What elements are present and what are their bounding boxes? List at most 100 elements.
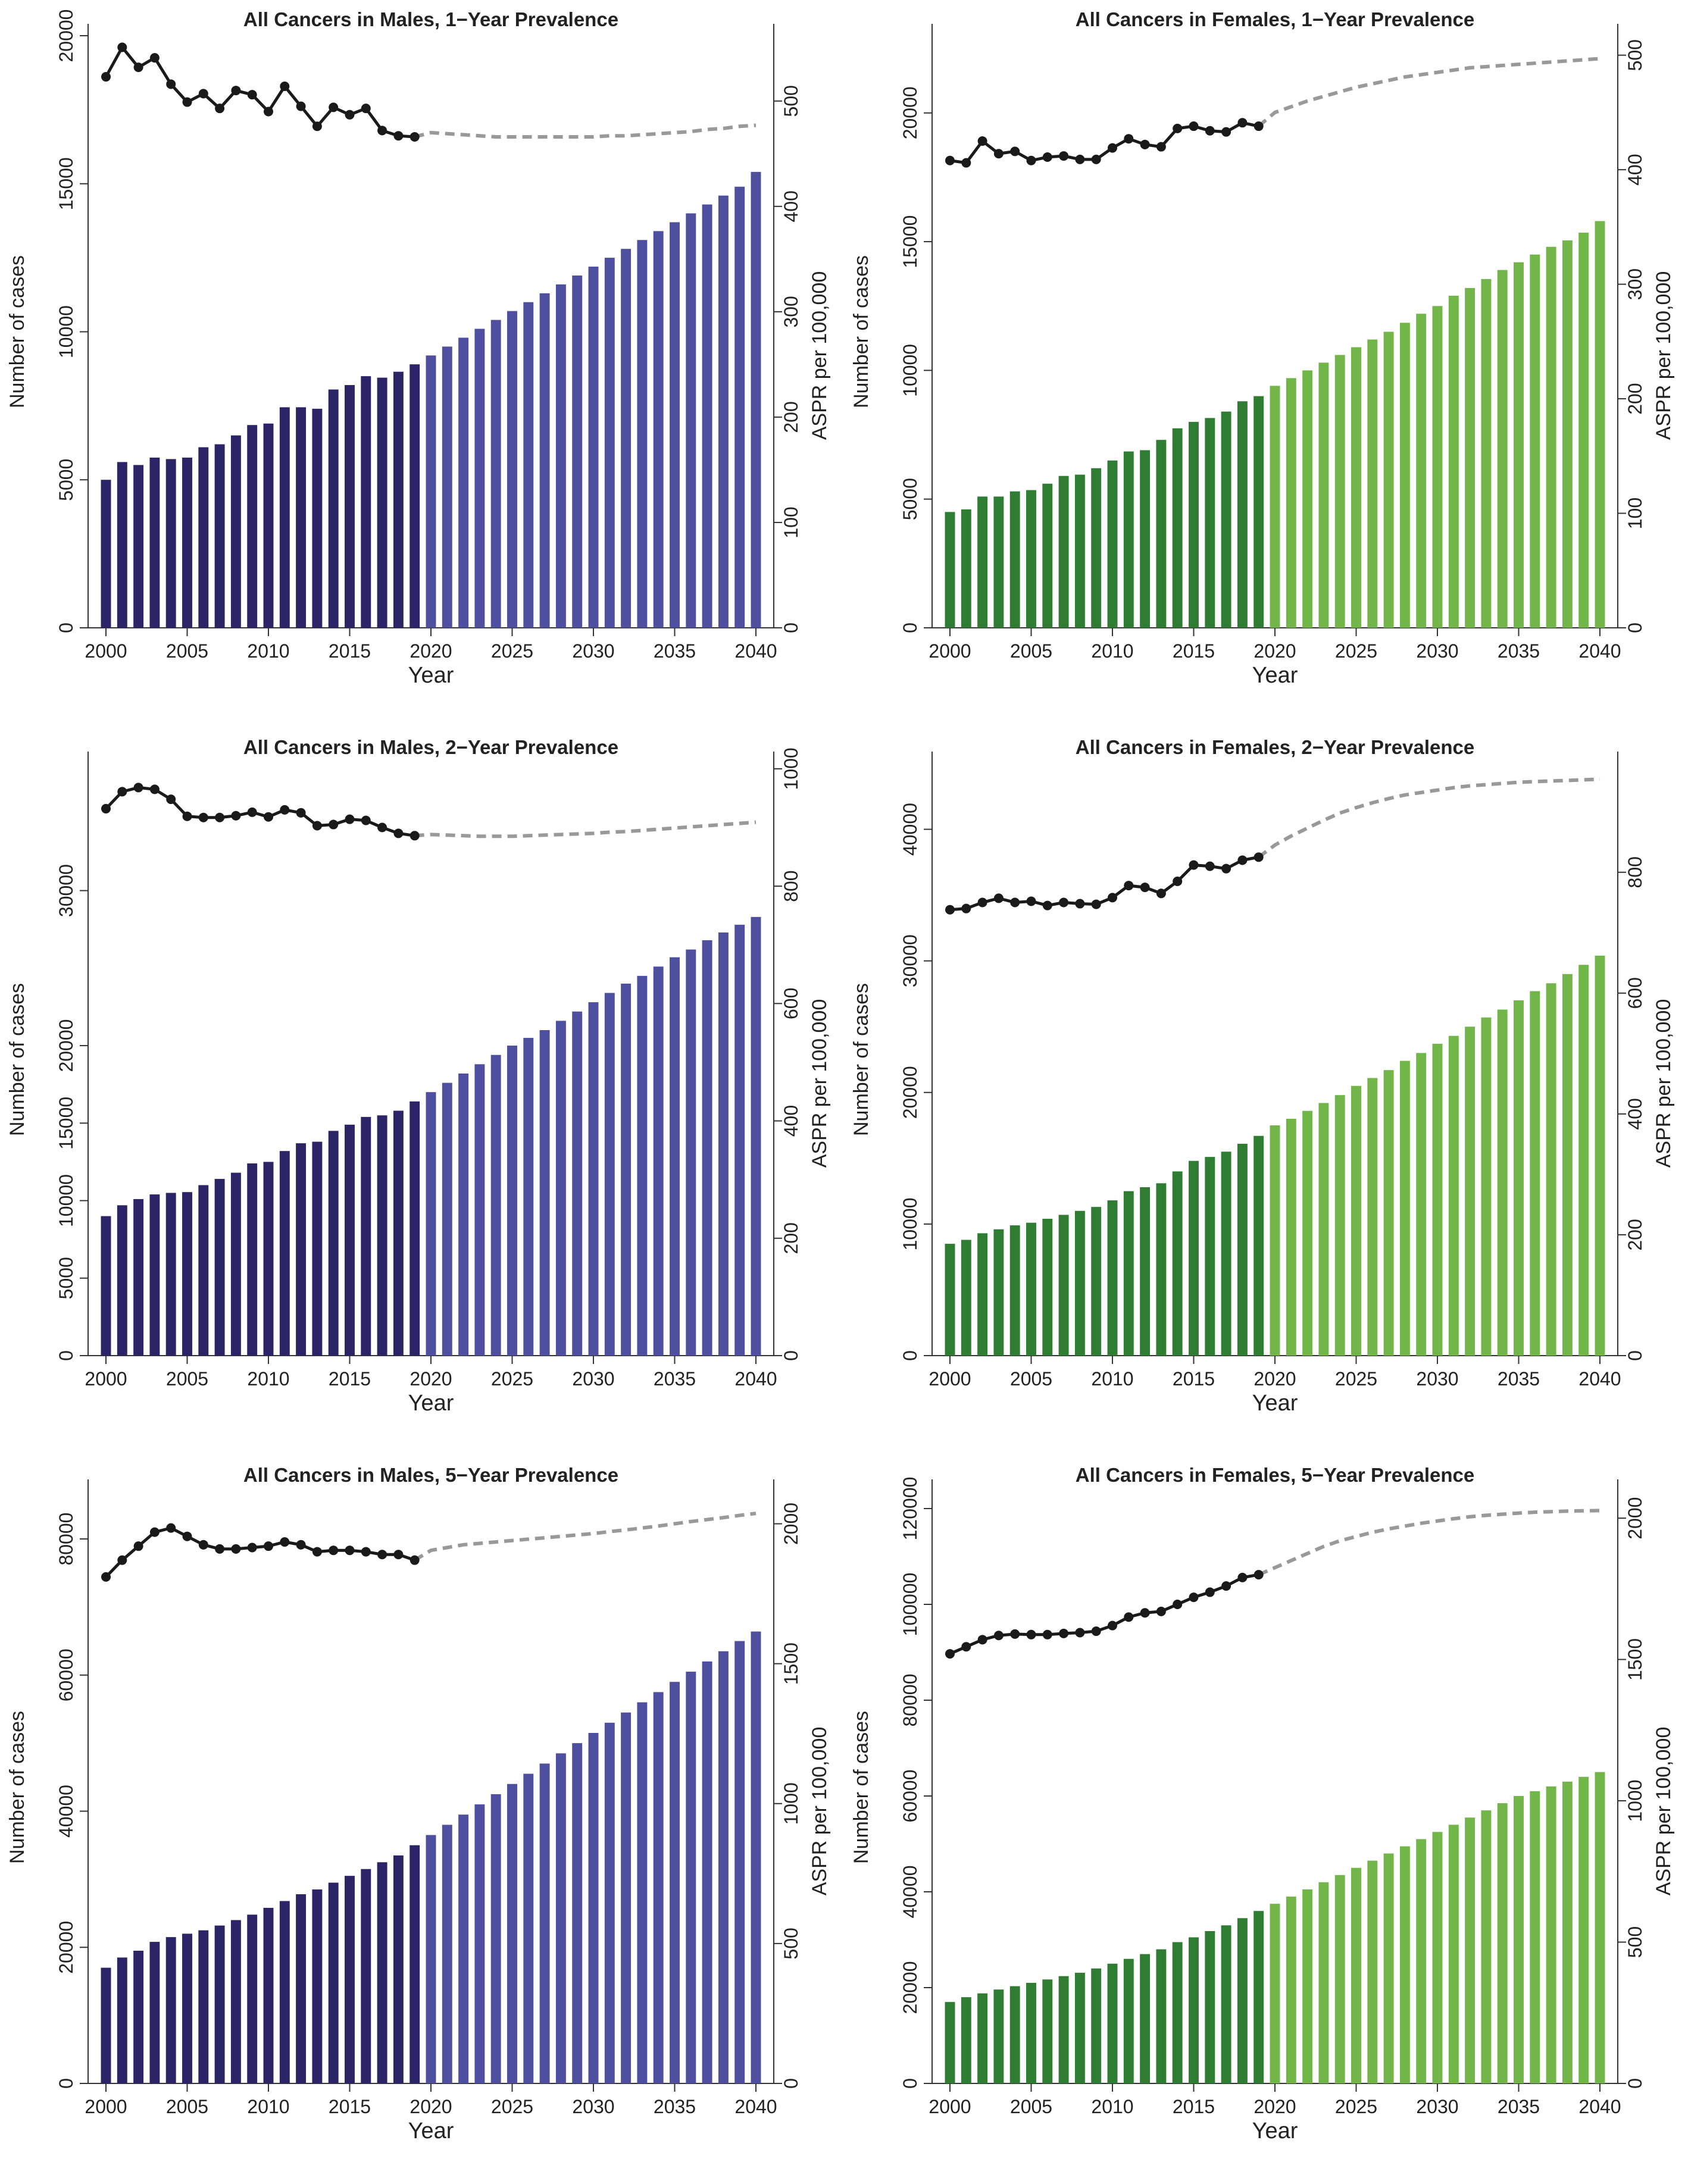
aspr-point-2013 xyxy=(312,821,322,831)
bar-2037 xyxy=(1546,1786,1556,2083)
bar-2007 xyxy=(214,444,225,628)
aspr-point-2003 xyxy=(149,784,160,794)
chart-title: All Cancers in Females, 5−Year Prevalenc… xyxy=(1076,1464,1475,1486)
bar-2006 xyxy=(1042,1219,1053,1356)
bar-2019 xyxy=(1254,396,1264,628)
x-tick-label: 2005 xyxy=(1010,2096,1052,2117)
bar-2007 xyxy=(1058,1215,1069,1356)
y-axis-label: Number of cases xyxy=(6,983,29,1136)
x-tick-label: 2020 xyxy=(1254,2096,1296,2117)
aspr-point-2013 xyxy=(1156,888,1166,899)
aspr-point-2014 xyxy=(329,102,339,112)
bar-2015 xyxy=(345,1876,355,2083)
x-tick-label: 2000 xyxy=(85,1368,127,1390)
bar-2009 xyxy=(247,425,258,628)
bar-2000 xyxy=(945,2002,955,2083)
y2-axis-label: ASPR per 100,000 xyxy=(808,999,831,1168)
bar-2031 xyxy=(604,1722,615,2083)
bar-2024 xyxy=(490,320,501,628)
bar-2030 xyxy=(1432,1832,1443,2083)
bar-2036 xyxy=(1530,991,1540,1356)
bar-2004 xyxy=(165,1937,176,2083)
y-tick-label: 0 xyxy=(899,1350,921,1361)
y2-axis-label: ASPR per 100,000 xyxy=(1652,1727,1675,1896)
x-axis-label: Year xyxy=(1252,2119,1298,2144)
bar-2016 xyxy=(1205,1931,1215,2083)
bar-2017 xyxy=(1221,1925,1231,2083)
bar-2024 xyxy=(490,1794,501,2083)
y2-tick-label: 300 xyxy=(1624,268,1646,300)
aspr-point-2006 xyxy=(198,1540,208,1550)
y2-tick-label: 1500 xyxy=(1624,1638,1646,1681)
aspr-point-2008 xyxy=(231,1544,241,1554)
y-tick-label: 80000 xyxy=(899,1673,921,1726)
aspr-point-2005 xyxy=(1026,1629,1036,1639)
bar-2039 xyxy=(734,1641,745,2083)
bar-2002 xyxy=(977,1993,988,2083)
y-tick-label: 10000 xyxy=(55,1174,77,1227)
aspr-point-2012 xyxy=(1140,139,1150,149)
bar-2037 xyxy=(1546,983,1556,1356)
bar-2007 xyxy=(214,1925,225,2083)
aspr-point-2000 xyxy=(945,905,955,915)
bar-2028 xyxy=(1399,323,1410,628)
bar-2002 xyxy=(133,1199,144,1356)
bar-2020 xyxy=(426,1835,436,2083)
aspr-point-2002 xyxy=(133,1541,143,1551)
bar-2040 xyxy=(1595,1772,1605,2083)
chart-title: All Cancers in Females, 1−Year Prevalenc… xyxy=(1076,8,1475,30)
x-tick-label: 2040 xyxy=(1578,1368,1621,1390)
aspr-observed-line xyxy=(949,1573,1259,1656)
aspr-point-2004 xyxy=(166,1523,176,1533)
bar-2013 xyxy=(312,408,323,628)
bar-2033 xyxy=(637,240,648,628)
bar-2029 xyxy=(572,1743,583,2083)
bar-2013 xyxy=(1156,440,1167,628)
y-tick-label: 20000 xyxy=(899,1961,921,2014)
y2-tick-label: 1000 xyxy=(780,1782,802,1825)
bar-2030 xyxy=(588,1002,599,1356)
x-tick-label: 2020 xyxy=(410,1368,452,1390)
y2-tick-label: 0 xyxy=(780,1350,802,1361)
bar-2008 xyxy=(230,1920,241,2083)
bar-2020 xyxy=(1270,386,1280,628)
bar-2002 xyxy=(133,1950,144,2083)
aspr-point-2007 xyxy=(1059,151,1069,161)
bar-2023 xyxy=(1318,1103,1329,1356)
aspr-point-2019 xyxy=(1254,121,1264,132)
bar-2021 xyxy=(442,1082,452,1356)
bar-2037 xyxy=(702,1661,712,2083)
aspr-point-2018 xyxy=(393,131,404,141)
bar-2024 xyxy=(1334,1875,1345,2083)
y2-axis-label: ASPR per 100,000 xyxy=(1652,271,1675,440)
y2-tick-label: 100 xyxy=(1624,497,1646,529)
bar-2037 xyxy=(1546,246,1556,628)
bar-2001 xyxy=(961,1997,971,2083)
chart-svg: All Cancers in Females, 2−Year Prevalenc… xyxy=(850,736,1675,1416)
x-tick-label: 2015 xyxy=(1173,640,1215,662)
bar-2030 xyxy=(1432,1043,1443,1356)
aspr-projected-line xyxy=(414,1512,757,1562)
bar-2022 xyxy=(1302,370,1313,628)
bar-2027 xyxy=(539,293,550,628)
aspr-point-2005 xyxy=(182,1531,192,1541)
aspr-point-2003 xyxy=(993,149,1004,159)
y2-tick-label: 200 xyxy=(780,1222,802,1254)
bar-2024 xyxy=(490,1055,501,1356)
bar-2028 xyxy=(555,284,566,628)
y-tick-label: 100000 xyxy=(899,1573,921,1637)
bar-2021 xyxy=(442,346,452,628)
bar-2010 xyxy=(263,1162,274,1356)
bar-2026 xyxy=(1367,1860,1378,2083)
bar-2020 xyxy=(426,355,436,628)
y-tick-label: 40000 xyxy=(899,1866,921,1919)
x-tick-label: 2000 xyxy=(85,640,127,662)
bar-2023 xyxy=(474,1064,485,1356)
aspr-point-2009 xyxy=(1091,154,1101,164)
aspr-point-2007 xyxy=(215,104,225,114)
y-tick-label: 40000 xyxy=(899,803,921,856)
bar-2014 xyxy=(328,1882,339,2083)
y-tick-label: 10000 xyxy=(899,344,921,397)
bar-2012 xyxy=(1140,450,1151,628)
y2-tick-label: 200 xyxy=(1624,1219,1646,1250)
